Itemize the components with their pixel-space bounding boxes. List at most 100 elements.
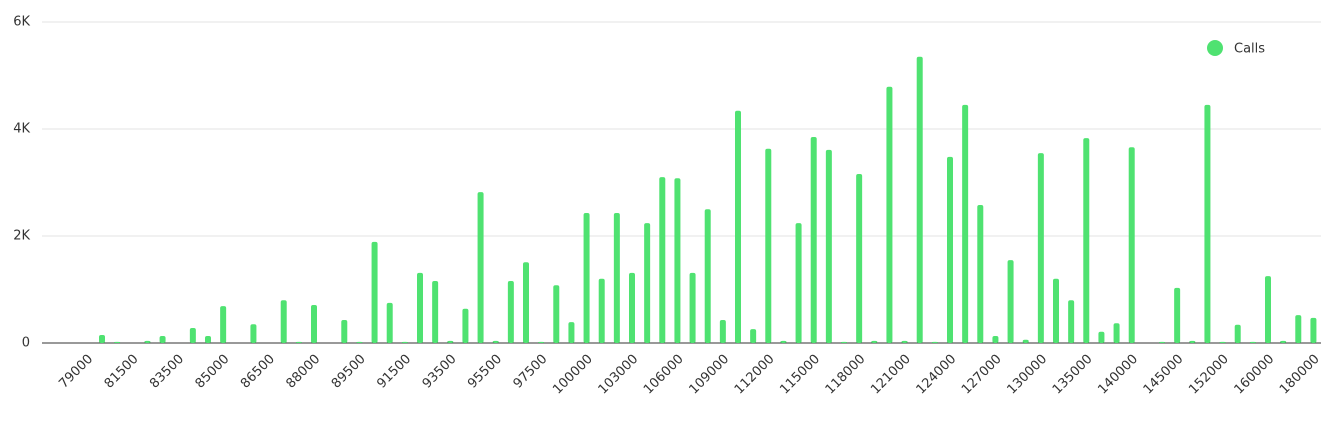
bar [417,272,423,343]
x-tick-label: 127000 [959,352,1005,398]
bar [901,340,908,343]
bar [189,328,196,343]
bar [947,156,953,343]
bar [689,272,696,343]
bar [1310,317,1317,343]
x-tick-label: 81500 [102,352,142,392]
bar [538,341,545,343]
x-tick-label: 118000 [823,352,869,398]
bar [992,336,999,343]
x-tick-label: 89500 [329,352,369,392]
bar [583,212,590,343]
bar [962,104,969,343]
bar [205,336,211,343]
bar [492,340,499,343]
x-tick-label: 95500 [465,352,505,392]
bar [311,305,317,343]
bar [1280,340,1287,343]
bar [750,329,757,343]
bar [1007,260,1014,343]
y-tick-label: 2K [13,229,30,244]
bar [1022,339,1029,343]
bar [598,278,605,343]
bar [477,192,484,343]
bar [1189,340,1196,343]
y-tick-label: 0 [22,336,30,351]
x-tick-label: 160000 [1232,352,1278,398]
bar [780,340,787,343]
bar [795,223,802,343]
x-tick-label: 79000 [56,352,96,392]
bar [613,212,620,343]
bar [1113,323,1120,343]
bar [295,341,302,343]
x-tick-label: 100000 [550,352,596,398]
bar [765,148,772,343]
bar [916,56,923,344]
bar [1053,278,1059,343]
bar [568,322,575,343]
bar [644,223,651,343]
bar [1037,153,1044,343]
bar [674,178,681,343]
x-tick-label: 103000 [596,352,642,398]
bar [341,319,348,343]
bar [1249,341,1256,343]
x-tick-label: 130000 [1004,352,1050,398]
x-tick-label: 93500 [420,352,460,392]
x-tick-label: 115000 [777,352,823,398]
bar [523,262,529,343]
legend-label: Calls [1234,42,1265,57]
bar [553,285,560,343]
bar [810,137,817,343]
bar [432,280,439,343]
x-tick-label: 180000 [1277,352,1323,398]
x-tick-label: 88000 [283,352,323,392]
bar [629,272,635,343]
bar [447,340,454,343]
bar [1083,138,1090,343]
bar [280,300,287,343]
bar [1128,147,1135,343]
bar [977,204,984,343]
bar [841,341,847,343]
x-tick-label: 106000 [641,352,687,398]
bar [1234,324,1241,343]
bar [371,241,378,343]
x-tick-label: 152000 [1186,352,1232,398]
bar [99,334,105,343]
bar [1159,341,1165,343]
bar [250,324,257,343]
x-tick-label: 91500 [374,352,414,392]
x-tick-label: 85000 [193,352,233,392]
bar [114,341,121,343]
bar [1295,315,1302,343]
x-tick-label: 83500 [147,352,187,392]
bar [871,340,878,343]
x-tick-label: 112000 [732,352,778,398]
bar [856,173,863,343]
x-tick-label: 140000 [1095,352,1141,398]
x-tick-label: 135000 [1050,352,1096,398]
bar [356,341,363,343]
bar [1204,104,1211,343]
bar [1174,287,1181,343]
x-tick-label: 109000 [686,352,732,398]
x-tick-label: 145000 [1141,352,1187,398]
bar [1068,300,1075,343]
bar [1265,276,1271,343]
x-tick-label: 121000 [868,352,914,398]
x-tick-label: 97500 [511,352,551,392]
bar [462,308,469,343]
bar [825,149,832,343]
bar [886,86,893,344]
bar [931,341,938,343]
bar [1219,341,1226,343]
x-tick-label: 86500 [238,352,278,392]
bar [735,110,741,343]
bar [719,319,726,343]
bar [159,336,166,343]
y-tick-label: 6K [13,15,30,30]
y-tick-label: 4K [13,122,30,137]
bar [704,209,711,343]
